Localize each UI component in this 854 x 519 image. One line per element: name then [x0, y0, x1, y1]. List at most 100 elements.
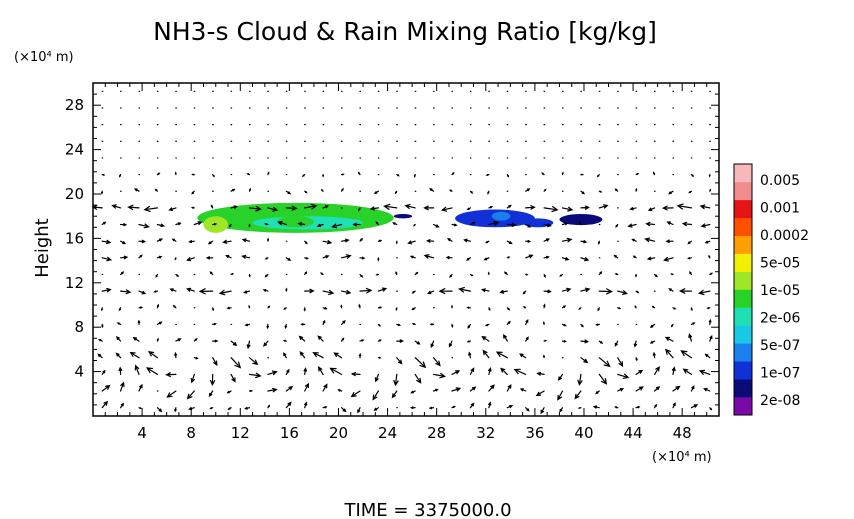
wind-vector [543, 289, 552, 294]
wind-vector [506, 405, 514, 409]
wind-vector [506, 384, 512, 392]
wind-vector [426, 239, 435, 243]
wind-vector [690, 404, 699, 409]
wind-vector [699, 204, 711, 210]
wind-vector [138, 383, 143, 392]
wind-vector [654, 403, 658, 409]
wind-vector [690, 174, 695, 177]
chart-title: NH3-s Cloud & Rain Mixing Ratio [kg/kg] [153, 17, 657, 46]
wind-vector [262, 289, 269, 292]
wind-vector [681, 221, 692, 227]
wind-vector [190, 206, 195, 209]
wind-vector [377, 239, 383, 242]
wind-vector [578, 307, 582, 310]
wind-vector [277, 220, 287, 226]
wind-vector [709, 407, 713, 411]
y-tick-label: 8 [74, 318, 84, 336]
wind-vector [557, 373, 564, 381]
wind-vector [246, 340, 251, 350]
wind-vector [706, 307, 711, 310]
wind-vector [267, 370, 278, 376]
wind-vector [503, 271, 508, 276]
wind-vector [614, 188, 619, 192]
wind-vector [154, 188, 158, 192]
wind-vector [208, 390, 214, 398]
wind-vector [230, 188, 236, 192]
wind-vector [697, 289, 711, 296]
wind-vector [248, 187, 251, 192]
wind-vector [413, 174, 416, 178]
wind-vector [222, 239, 232, 244]
wind-vector [138, 239, 147, 244]
wind-vector [186, 287, 195, 292]
wind-vector [592, 405, 600, 409]
wind-vector [359, 237, 364, 242]
wind-vector [341, 337, 345, 342]
wind-vector [111, 204, 122, 209]
wind-vector [264, 273, 269, 278]
colorbar-swatch [734, 181, 752, 201]
wind-vector [101, 384, 111, 392]
wind-vector [212, 223, 218, 226]
wind-vector [635, 369, 644, 375]
wind-vector [350, 390, 361, 398]
wind-vector [172, 304, 177, 309]
wind-vector [188, 407, 195, 411]
wind-vector [218, 289, 232, 296]
wind-vector [156, 321, 163, 325]
wind-vector [651, 305, 656, 309]
wind-vector [580, 173, 585, 176]
wind-vector [579, 220, 582, 226]
wind-vector [615, 223, 619, 228]
wind-vector [267, 404, 270, 409]
wind-vector [193, 221, 203, 226]
wind-vector [156, 172, 161, 176]
y-axis-label: Height [32, 218, 53, 278]
wind-vector [577, 407, 582, 409]
wind-vector [188, 240, 195, 244]
wind-vector [377, 287, 388, 292]
wind-vector [688, 190, 692, 194]
wind-vector [506, 222, 517, 227]
wind-vector [423, 205, 435, 211]
wind-vector [561, 237, 573, 243]
wind-vector [341, 254, 352, 259]
wind-vector [485, 240, 490, 244]
x-tick-label: 32 [476, 424, 495, 442]
wind-vector [322, 383, 328, 392]
wind-vector [285, 385, 294, 392]
wind-vector [322, 174, 325, 178]
wind-vector [670, 323, 674, 328]
wind-vector [143, 205, 158, 212]
wind-vector [654, 273, 658, 278]
wind-vector [525, 254, 534, 259]
x-tick-label: 8 [186, 424, 196, 442]
wind-vector [174, 407, 177, 413]
wind-vector [304, 401, 308, 409]
wind-vector [377, 257, 380, 262]
wind-vector [506, 174, 510, 178]
wind-vector [449, 189, 453, 192]
wind-vector [284, 323, 288, 329]
wind-vector [426, 290, 435, 295]
wind-vector [120, 381, 125, 392]
wind-vector [704, 240, 711, 244]
wind-vector [561, 222, 569, 226]
wind-vector [525, 407, 530, 412]
wind-vector [101, 239, 112, 245]
wind-vector [212, 357, 218, 366]
wind-vector [155, 273, 158, 278]
wind-vector [577, 373, 583, 386]
x-tick-label: 40 [574, 424, 593, 442]
wind-vector [440, 206, 453, 212]
wind-vector [488, 220, 500, 226]
wind-vector [482, 349, 490, 359]
wind-vector [448, 340, 453, 348]
wind-vector [156, 337, 159, 342]
wind-vector [519, 353, 527, 359]
wind-vector [341, 238, 350, 243]
wind-vector [341, 187, 344, 192]
wind-vector [598, 357, 611, 368]
wind-vector [484, 323, 490, 327]
